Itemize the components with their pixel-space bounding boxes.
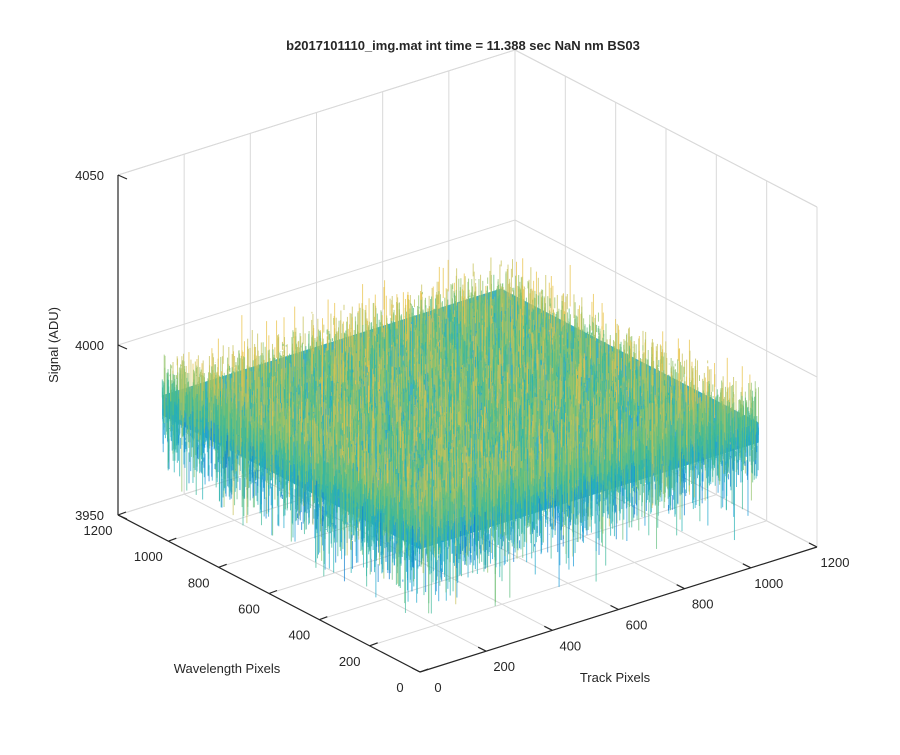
surface-layer bbox=[162, 257, 758, 613]
